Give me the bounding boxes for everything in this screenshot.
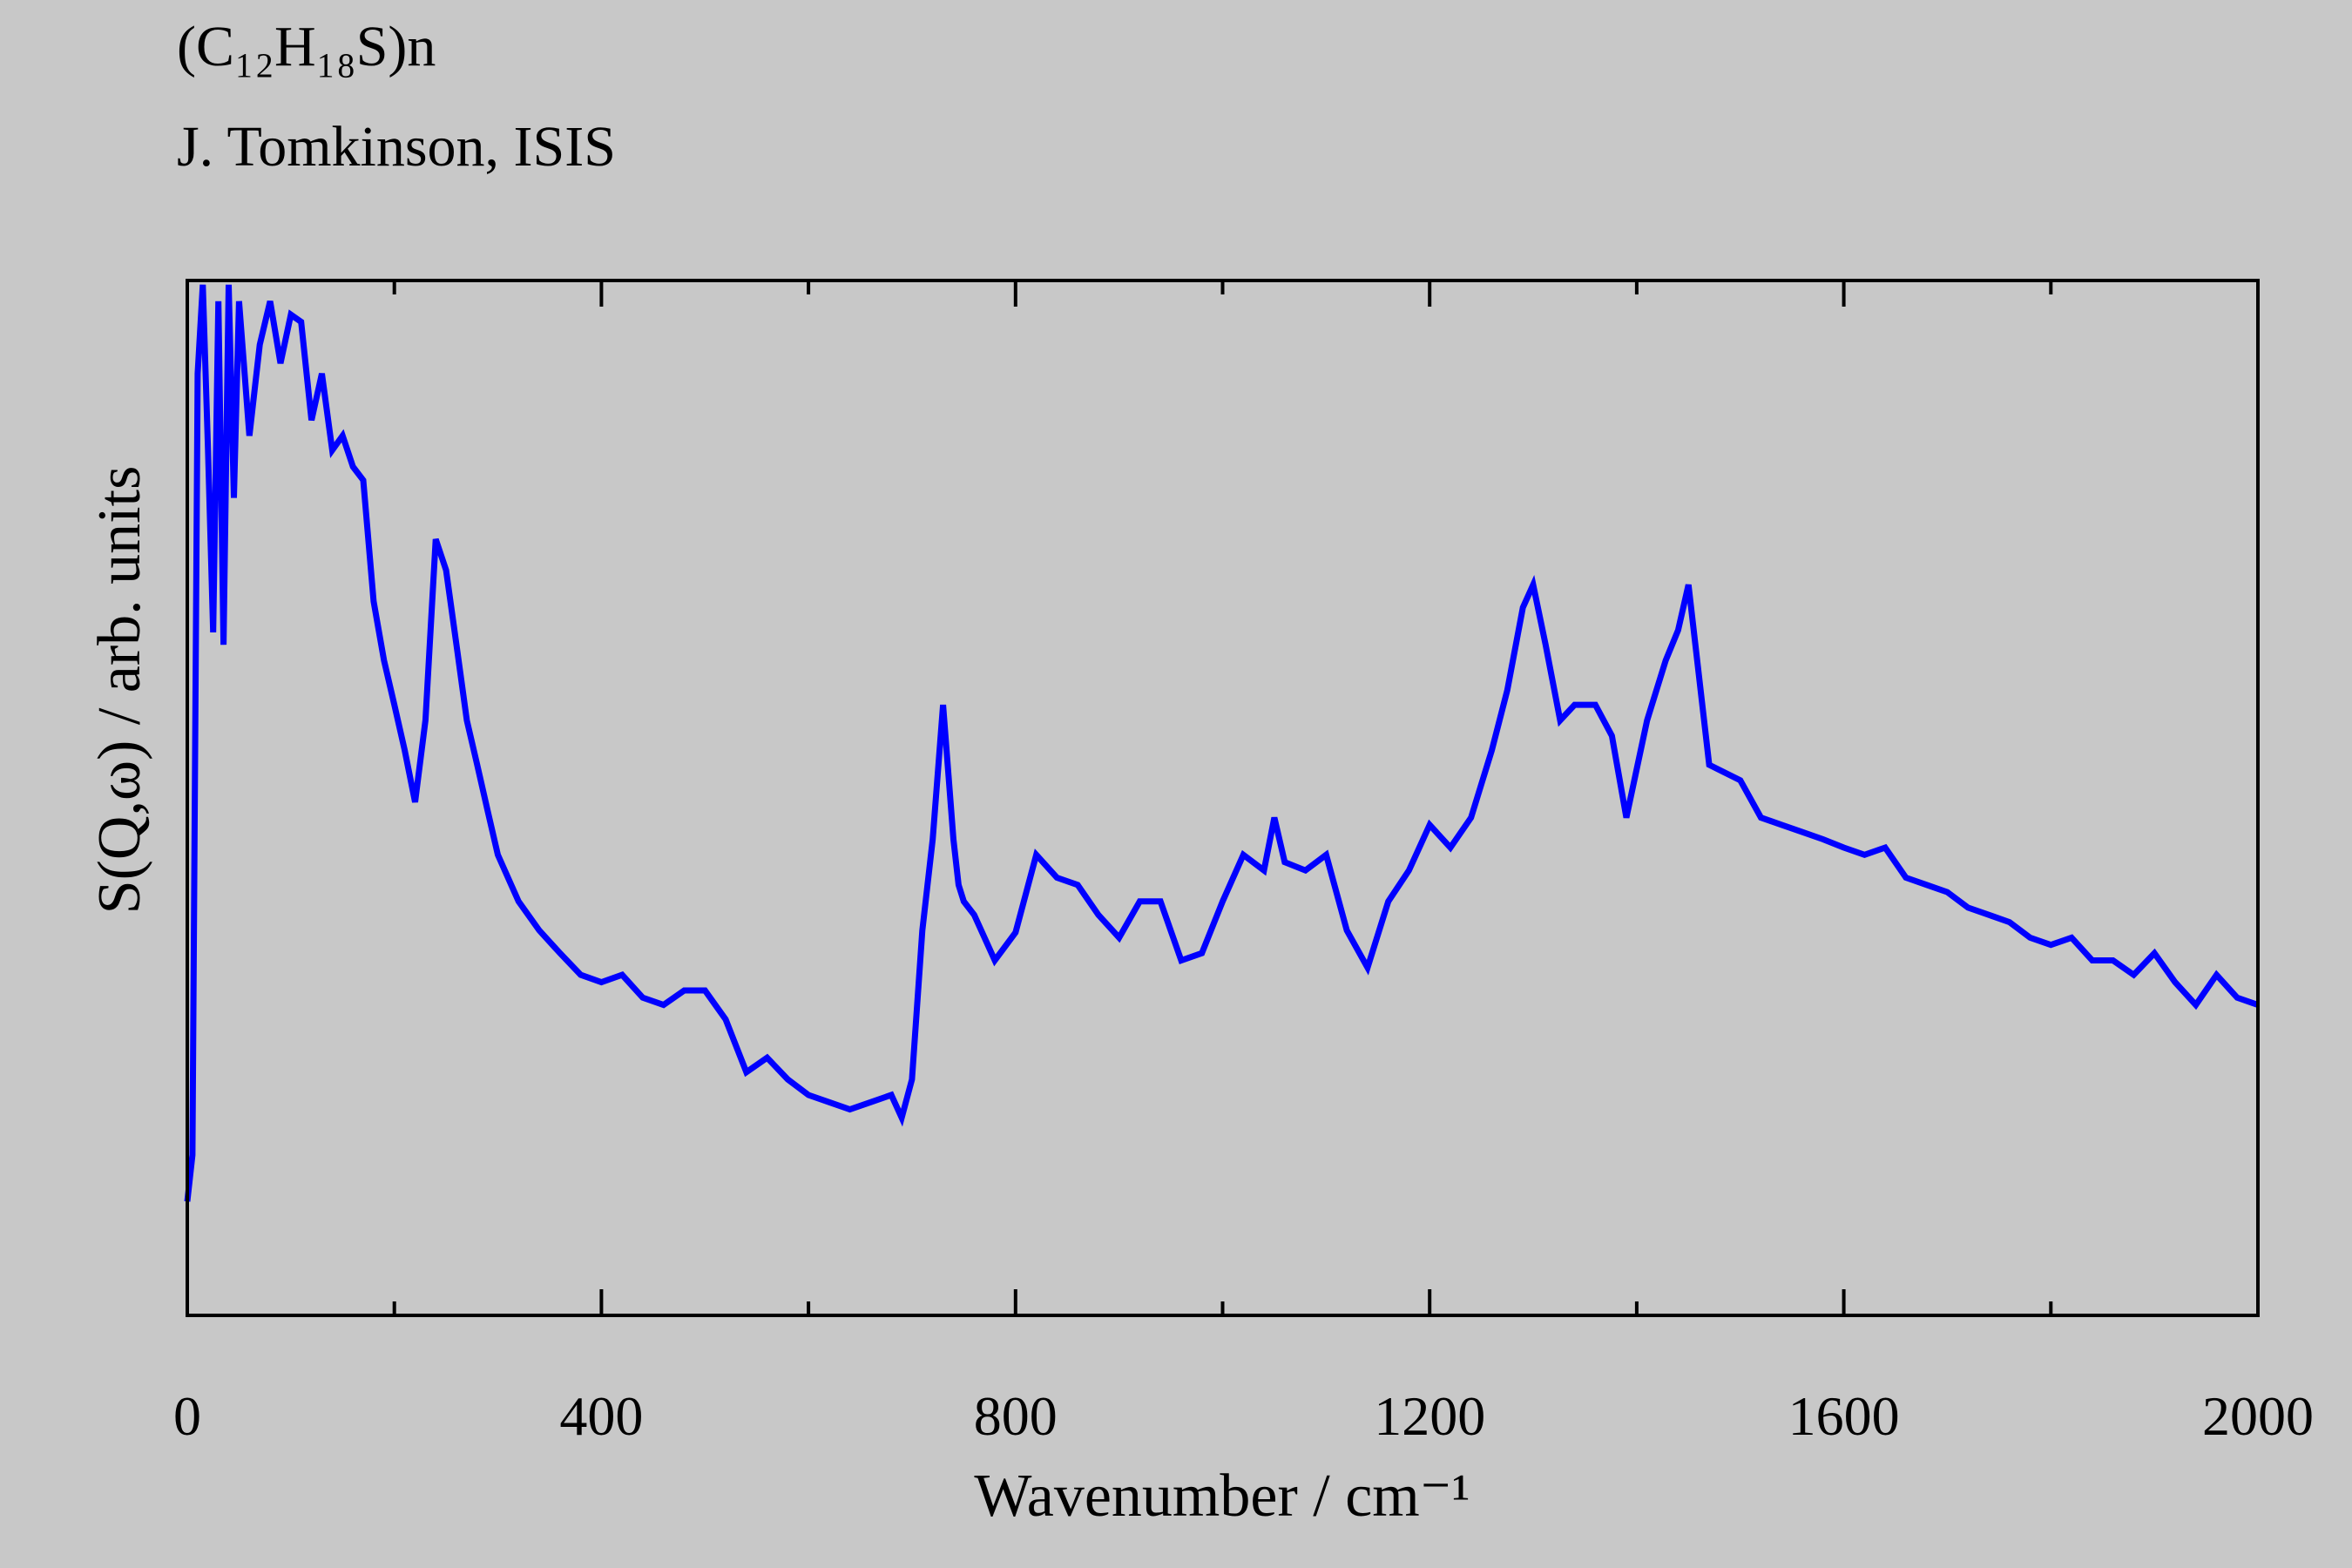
x-tick-label: 0 — [173, 1385, 201, 1447]
x-tick-label: 1200 — [1374, 1385, 1485, 1447]
chart-title: (C₁₂H₁₈S)n — [177, 15, 436, 78]
x-tick-label: 800 — [974, 1385, 1058, 1447]
x-tick-label: 400 — [559, 1385, 643, 1447]
spectrum-line — [184, 284, 2260, 1202]
x-tick-label: 2000 — [2202, 1385, 2314, 1447]
y-axis-label: S(Q,ω) / arb. units — [86, 466, 153, 915]
chart-subtitle: J. Tomkinson, ISIS — [177, 115, 616, 179]
x-tick-label: 1600 — [1788, 1385, 1900, 1447]
x-axis-label: Wavenumber / cm⁻¹ — [974, 1463, 1470, 1530]
